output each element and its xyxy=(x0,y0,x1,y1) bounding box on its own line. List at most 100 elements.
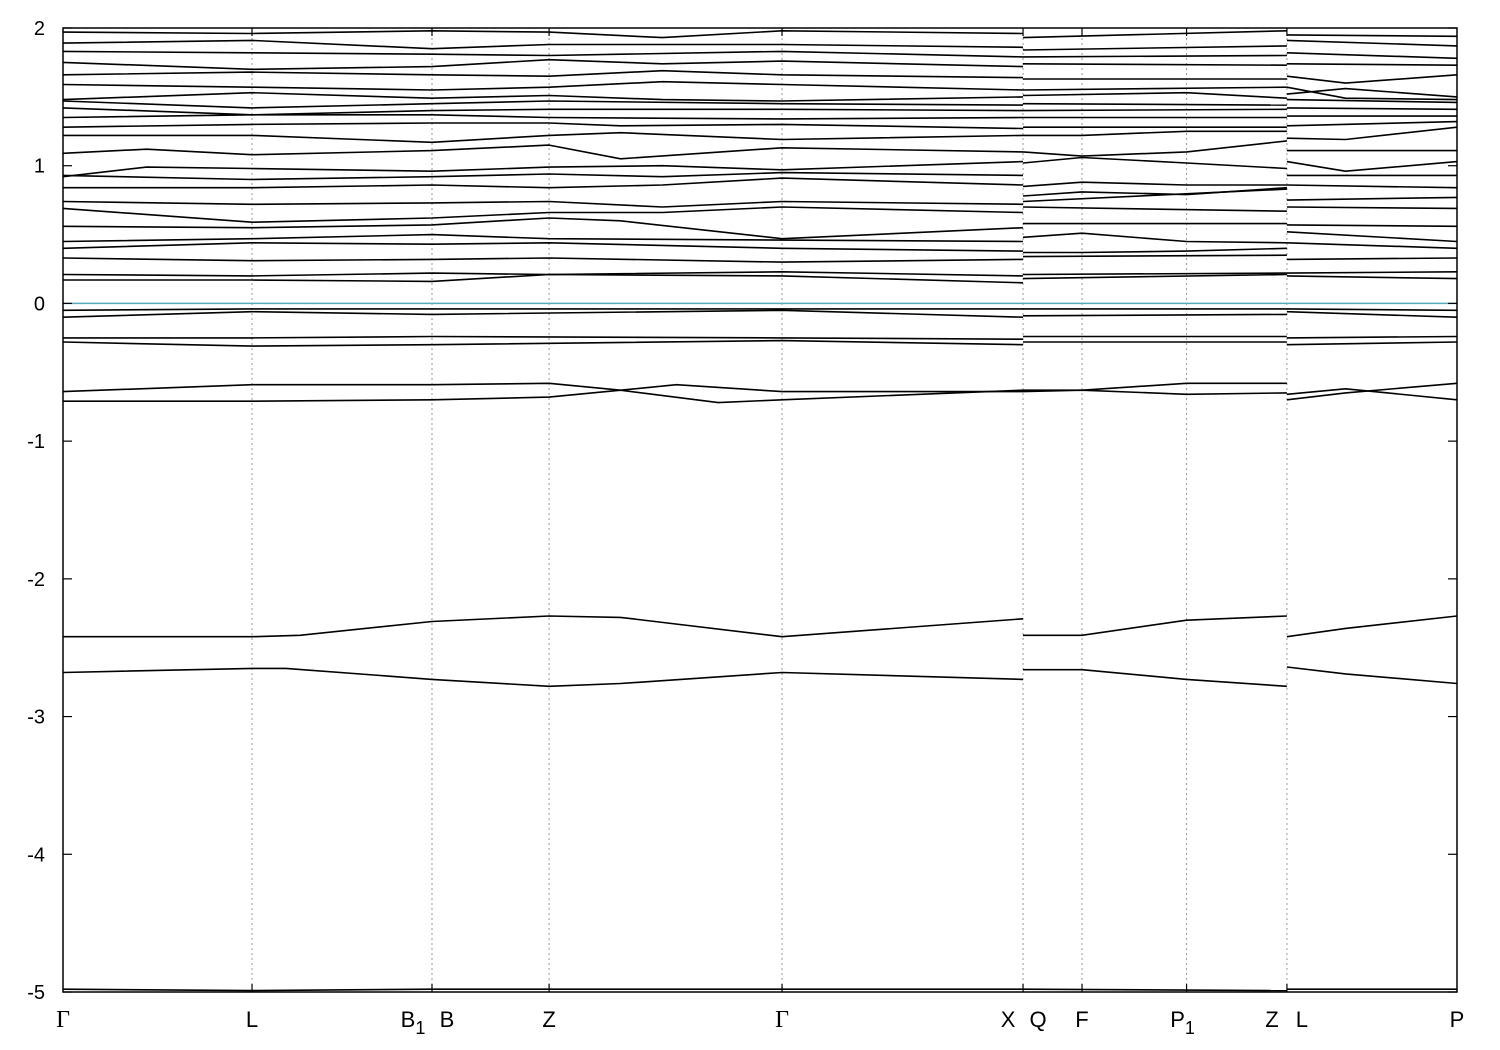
band-line xyxy=(1022,313,1287,317)
band-line xyxy=(62,200,1024,208)
band-line xyxy=(62,988,1023,992)
band-line xyxy=(63,177,1024,189)
band-line xyxy=(63,131,1024,144)
band-line xyxy=(1022,140,1287,157)
y-tick-label: -1 xyxy=(27,431,45,453)
band-line xyxy=(63,389,1024,404)
band-line xyxy=(62,308,1023,312)
kpoint-label: F xyxy=(1075,1007,1088,1032)
band-line xyxy=(62,80,1024,91)
band-line xyxy=(62,91,1024,102)
band-line xyxy=(62,50,1024,58)
band-line xyxy=(1286,257,1458,261)
band-line xyxy=(62,339,1024,347)
band-line xyxy=(1286,87,1458,98)
band-line xyxy=(1286,382,1458,401)
band-line xyxy=(62,160,1024,178)
kpoint-labels: Γ L B1 B Z Γ X Q F P1 Z L P xyxy=(56,1007,1464,1038)
y-tick-label: -5 xyxy=(27,982,45,1004)
kpoint-label: Z xyxy=(1265,1007,1278,1032)
band-line xyxy=(1022,389,1287,396)
band-line xyxy=(1286,126,1458,141)
kpoint-label: P xyxy=(1450,1007,1465,1032)
band-line xyxy=(1286,74,1458,84)
kpoint-label: L xyxy=(246,1007,258,1032)
band-line xyxy=(62,114,1024,120)
band-line xyxy=(62,309,1024,318)
kpoint-label: B xyxy=(440,1007,455,1032)
band-line xyxy=(62,171,1024,181)
band-line xyxy=(1286,160,1458,172)
kpoint-label: Γ xyxy=(56,1007,70,1033)
band-line xyxy=(1286,184,1458,189)
band-line xyxy=(1286,196,1458,201)
band-line xyxy=(62,233,1024,243)
band-line xyxy=(1023,247,1287,254)
y-tick-label: 2 xyxy=(34,18,45,40)
band-line xyxy=(1286,271,1458,274)
band-line xyxy=(62,667,1024,688)
band-line xyxy=(63,615,1024,638)
band-line xyxy=(62,122,1024,130)
band-line xyxy=(1022,91,1287,99)
band-line xyxy=(1022,54,1287,58)
kpoint-label: X xyxy=(1001,1007,1016,1032)
band-line xyxy=(1022,181,1287,188)
band-line xyxy=(62,270,1024,277)
band-line xyxy=(1022,45,1287,51)
band-lines xyxy=(62,29,1458,992)
kpoint-label: L xyxy=(1296,1007,1308,1032)
band-line xyxy=(1286,98,1458,104)
band-line xyxy=(62,144,1024,160)
band-line xyxy=(1286,34,1458,38)
band-line xyxy=(1286,387,1458,401)
band-line xyxy=(1286,206,1458,210)
band-line xyxy=(62,69,1024,79)
band-line xyxy=(1022,102,1287,106)
band-line xyxy=(1286,224,1458,228)
y-tick-label: -2 xyxy=(27,569,45,591)
band-line xyxy=(1022,186,1287,197)
band-line xyxy=(1022,86,1287,91)
band-line xyxy=(1022,30,1287,39)
band-line xyxy=(1022,206,1287,212)
band-line xyxy=(62,382,1023,393)
band-line xyxy=(1023,668,1287,688)
band-line xyxy=(1286,615,1458,638)
kpoint-label: Γ xyxy=(775,1007,789,1033)
y-tick-label: -4 xyxy=(27,844,45,866)
band-line xyxy=(1022,63,1287,66)
y-tick-label: 0 xyxy=(34,293,45,315)
band-line xyxy=(1022,156,1287,170)
band-line xyxy=(1286,310,1458,318)
band-line xyxy=(1286,120,1458,127)
band-line xyxy=(1286,341,1458,346)
band-line xyxy=(1286,335,1458,339)
band-line xyxy=(1286,231,1458,243)
band-line xyxy=(1286,666,1458,685)
band-line xyxy=(1286,63,1458,66)
kpoint-grid xyxy=(251,28,1288,992)
band-line xyxy=(62,100,1024,109)
kpoint-label: Q xyxy=(1029,1007,1046,1032)
band-line xyxy=(1286,242,1458,250)
band-line xyxy=(62,217,1024,240)
band-line xyxy=(1022,254,1287,258)
band-line xyxy=(1286,86,1458,101)
band-line xyxy=(62,242,1024,252)
band-line xyxy=(62,206,1024,223)
kpoint-label-subscript: 1 xyxy=(1185,1018,1195,1038)
kpoint-label: Z xyxy=(542,1007,555,1032)
band-line xyxy=(1023,130,1287,137)
band-line xyxy=(1022,273,1287,280)
band-line xyxy=(1022,108,1287,112)
band-line xyxy=(62,107,1024,116)
band-line xyxy=(1286,52,1458,60)
kpoint-label-subscript: 1 xyxy=(415,1018,425,1038)
band-line xyxy=(62,257,1024,263)
band-line xyxy=(62,39,1024,50)
band-line xyxy=(62,58,1024,71)
band-line xyxy=(1286,107,1458,111)
